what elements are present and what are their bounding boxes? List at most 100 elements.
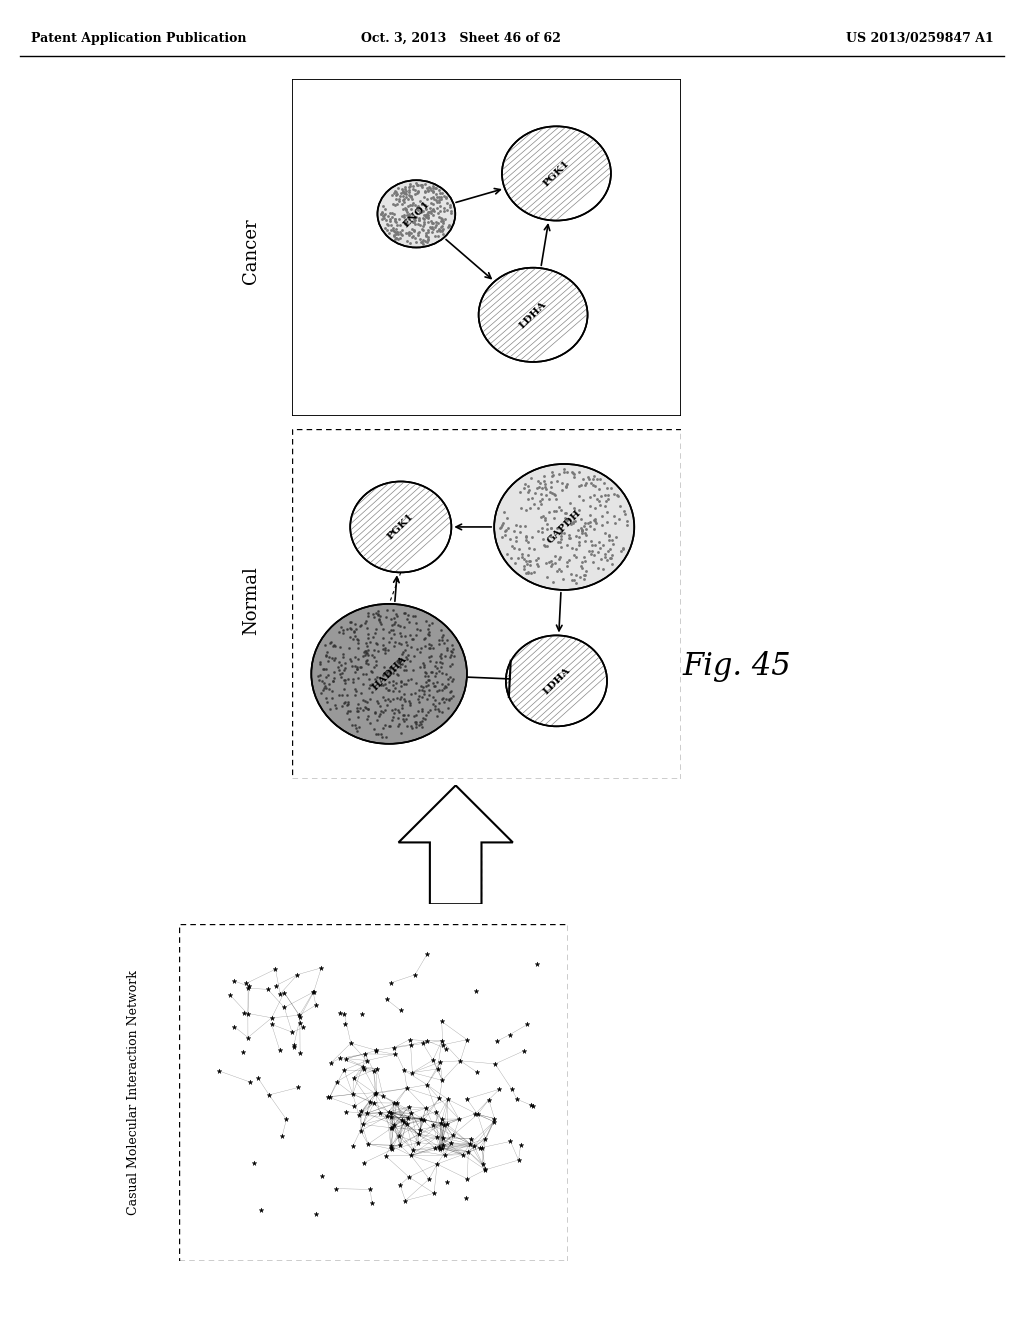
- Point: [438, 1038, 455, 1059]
- Point: [374, 203, 390, 224]
- Point: [582, 496, 598, 517]
- Point: [378, 677, 394, 698]
- Point: [443, 202, 460, 223]
- Point: [327, 694, 343, 715]
- Point: [409, 717, 425, 738]
- Point: [414, 717, 430, 738]
- Point: [389, 664, 406, 685]
- Point: [431, 1088, 447, 1109]
- Point: [522, 467, 539, 488]
- Point: [355, 1114, 372, 1135]
- Point: [372, 1102, 388, 1123]
- Point: [561, 524, 578, 545]
- Point: [374, 726, 390, 747]
- Point: [477, 1158, 494, 1179]
- Point: [571, 500, 588, 521]
- Point: [542, 488, 558, 510]
- Point: [411, 1123, 427, 1144]
- Point: [577, 531, 593, 552]
- Point: [434, 680, 451, 701]
- Point: [406, 211, 422, 232]
- Point: [379, 694, 395, 715]
- Point: [315, 672, 332, 693]
- Point: [433, 207, 450, 228]
- Point: [356, 1152, 373, 1173]
- Point: [323, 632, 339, 653]
- Point: [337, 1101, 353, 1122]
- Point: [326, 668, 342, 689]
- Text: US 2013/0259847 A1: US 2013/0259847 A1: [846, 32, 993, 45]
- Point: [584, 544, 600, 565]
- Point: [321, 673, 337, 694]
- Point: [349, 659, 366, 680]
- Point: [496, 502, 512, 523]
- Point: [416, 1109, 432, 1130]
- Point: [432, 652, 449, 673]
- Point: [396, 684, 413, 705]
- Point: [313, 682, 330, 704]
- Point: [402, 684, 419, 705]
- Point: [358, 632, 375, 653]
- Point: [528, 478, 545, 499]
- Point: [518, 562, 535, 583]
- Point: [593, 548, 609, 569]
- Point: [420, 228, 436, 249]
- Point: [583, 473, 599, 494]
- Point: [421, 624, 437, 645]
- Point: [607, 527, 624, 548]
- Point: [577, 565, 593, 586]
- Point: [555, 569, 571, 590]
- Point: [368, 1040, 384, 1061]
- Point: [359, 639, 376, 660]
- Point: [515, 556, 531, 577]
- Point: [406, 193, 422, 214]
- Point: [385, 1038, 401, 1059]
- Point: [604, 529, 621, 550]
- Point: [495, 527, 511, 548]
- Point: [379, 219, 395, 240]
- Point: [429, 705, 445, 726]
- Point: [377, 218, 393, 239]
- Point: [390, 228, 407, 249]
- Point: [420, 207, 436, 228]
- Point: [428, 178, 444, 199]
- Point: [395, 191, 412, 213]
- Point: [345, 1068, 361, 1089]
- Point: [346, 1096, 362, 1117]
- Point: [417, 181, 433, 202]
- Point: [442, 656, 459, 677]
- Point: [375, 686, 391, 708]
- Point: [362, 1179, 379, 1200]
- Point: [356, 640, 373, 661]
- Circle shape: [478, 268, 588, 362]
- Point: [567, 511, 584, 532]
- Point: [545, 465, 561, 486]
- Point: [598, 549, 614, 570]
- Point: [411, 701, 427, 722]
- Point: [397, 1191, 414, 1212]
- Point: [425, 176, 441, 197]
- Point: [419, 203, 435, 224]
- Point: [443, 634, 460, 655]
- Point: [376, 207, 392, 228]
- Point: [432, 195, 449, 216]
- Point: [335, 619, 351, 640]
- Point: [346, 620, 362, 642]
- Point: [407, 206, 423, 227]
- Point: [322, 698, 338, 719]
- Point: [534, 488, 550, 510]
- Point: [388, 227, 404, 248]
- Point: [597, 523, 613, 544]
- Point: [459, 1089, 475, 1110]
- Point: [538, 484, 554, 506]
- Point: [572, 475, 589, 496]
- Point: [586, 517, 602, 539]
- Point: [375, 634, 391, 655]
- Point: [368, 655, 384, 676]
- Point: [549, 560, 565, 581]
- Point: [564, 462, 581, 483]
- Point: [383, 972, 399, 993]
- Point: [427, 224, 443, 246]
- Point: [361, 1092, 378, 1113]
- Point: [599, 477, 615, 498]
